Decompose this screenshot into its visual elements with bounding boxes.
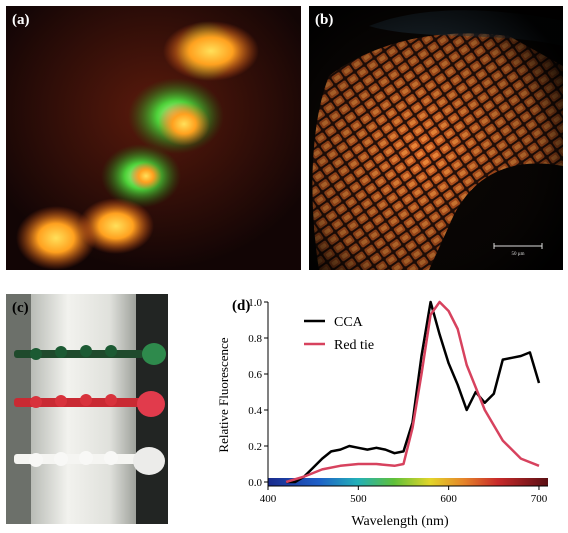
x-tick-label: 500 xyxy=(350,493,367,505)
panel-label-c: (c) xyxy=(12,300,29,316)
spectrum-chart-svg: (d) 400 500 600 700 0.0 0.2 0.4 0.6 0.8 1.0 CCA R… xyxy=(216,297,548,529)
y-tick-label: 0.0 xyxy=(248,477,262,489)
fluorescence-photo-a: (a) xyxy=(6,6,301,270)
x-tick-label: 700 xyxy=(531,493,548,505)
spectrum-bar xyxy=(268,478,548,486)
x-axis-label: Wavelength (nm) xyxy=(351,514,449,529)
series-line-cca xyxy=(286,300,541,484)
fluorescence-photo-a-image xyxy=(6,6,301,270)
red-tie xyxy=(14,391,165,417)
spectrum-chart-d: (d) 400 500 600 700 0.0 0.2 0.4 0.6 0.8 1.0 CCA R… xyxy=(180,292,565,532)
legend-label-cca: CCA xyxy=(334,315,364,330)
scale-bar-label: 50 µm xyxy=(511,252,524,257)
green-tie xyxy=(14,343,166,365)
y-tick-label: 0.4 xyxy=(248,405,262,417)
scale-bar: 50 µm xyxy=(493,243,543,257)
confocal-photo-b-image: 50 µm xyxy=(309,6,563,270)
legend-label-red-tie: Red tie xyxy=(334,338,374,353)
legend: CCA Red tie xyxy=(304,315,374,353)
y-tick-label: 0.6 xyxy=(248,369,262,381)
white-tie xyxy=(14,447,165,475)
y-tick-label: 1.0 xyxy=(248,297,262,309)
panel-label-a: (a) xyxy=(12,12,30,28)
y-tick-label: 0.2 xyxy=(248,441,262,453)
panel-label-b: (b) xyxy=(315,12,334,28)
series-line-red-tie xyxy=(285,300,540,484)
y-axis-label: Relative Fluorescence xyxy=(216,337,231,452)
x-tick-label: 400 xyxy=(260,493,277,505)
panel-label-d: (d) xyxy=(232,298,250,314)
cable-ties-photo-c-image xyxy=(6,294,168,524)
cable-ties-photo-c: (c) xyxy=(6,294,168,524)
confocal-photo-b: 50 µm (b) xyxy=(309,6,563,270)
x-tick-label: 600 xyxy=(440,493,457,505)
y-tick-label: 0.8 xyxy=(248,333,262,345)
